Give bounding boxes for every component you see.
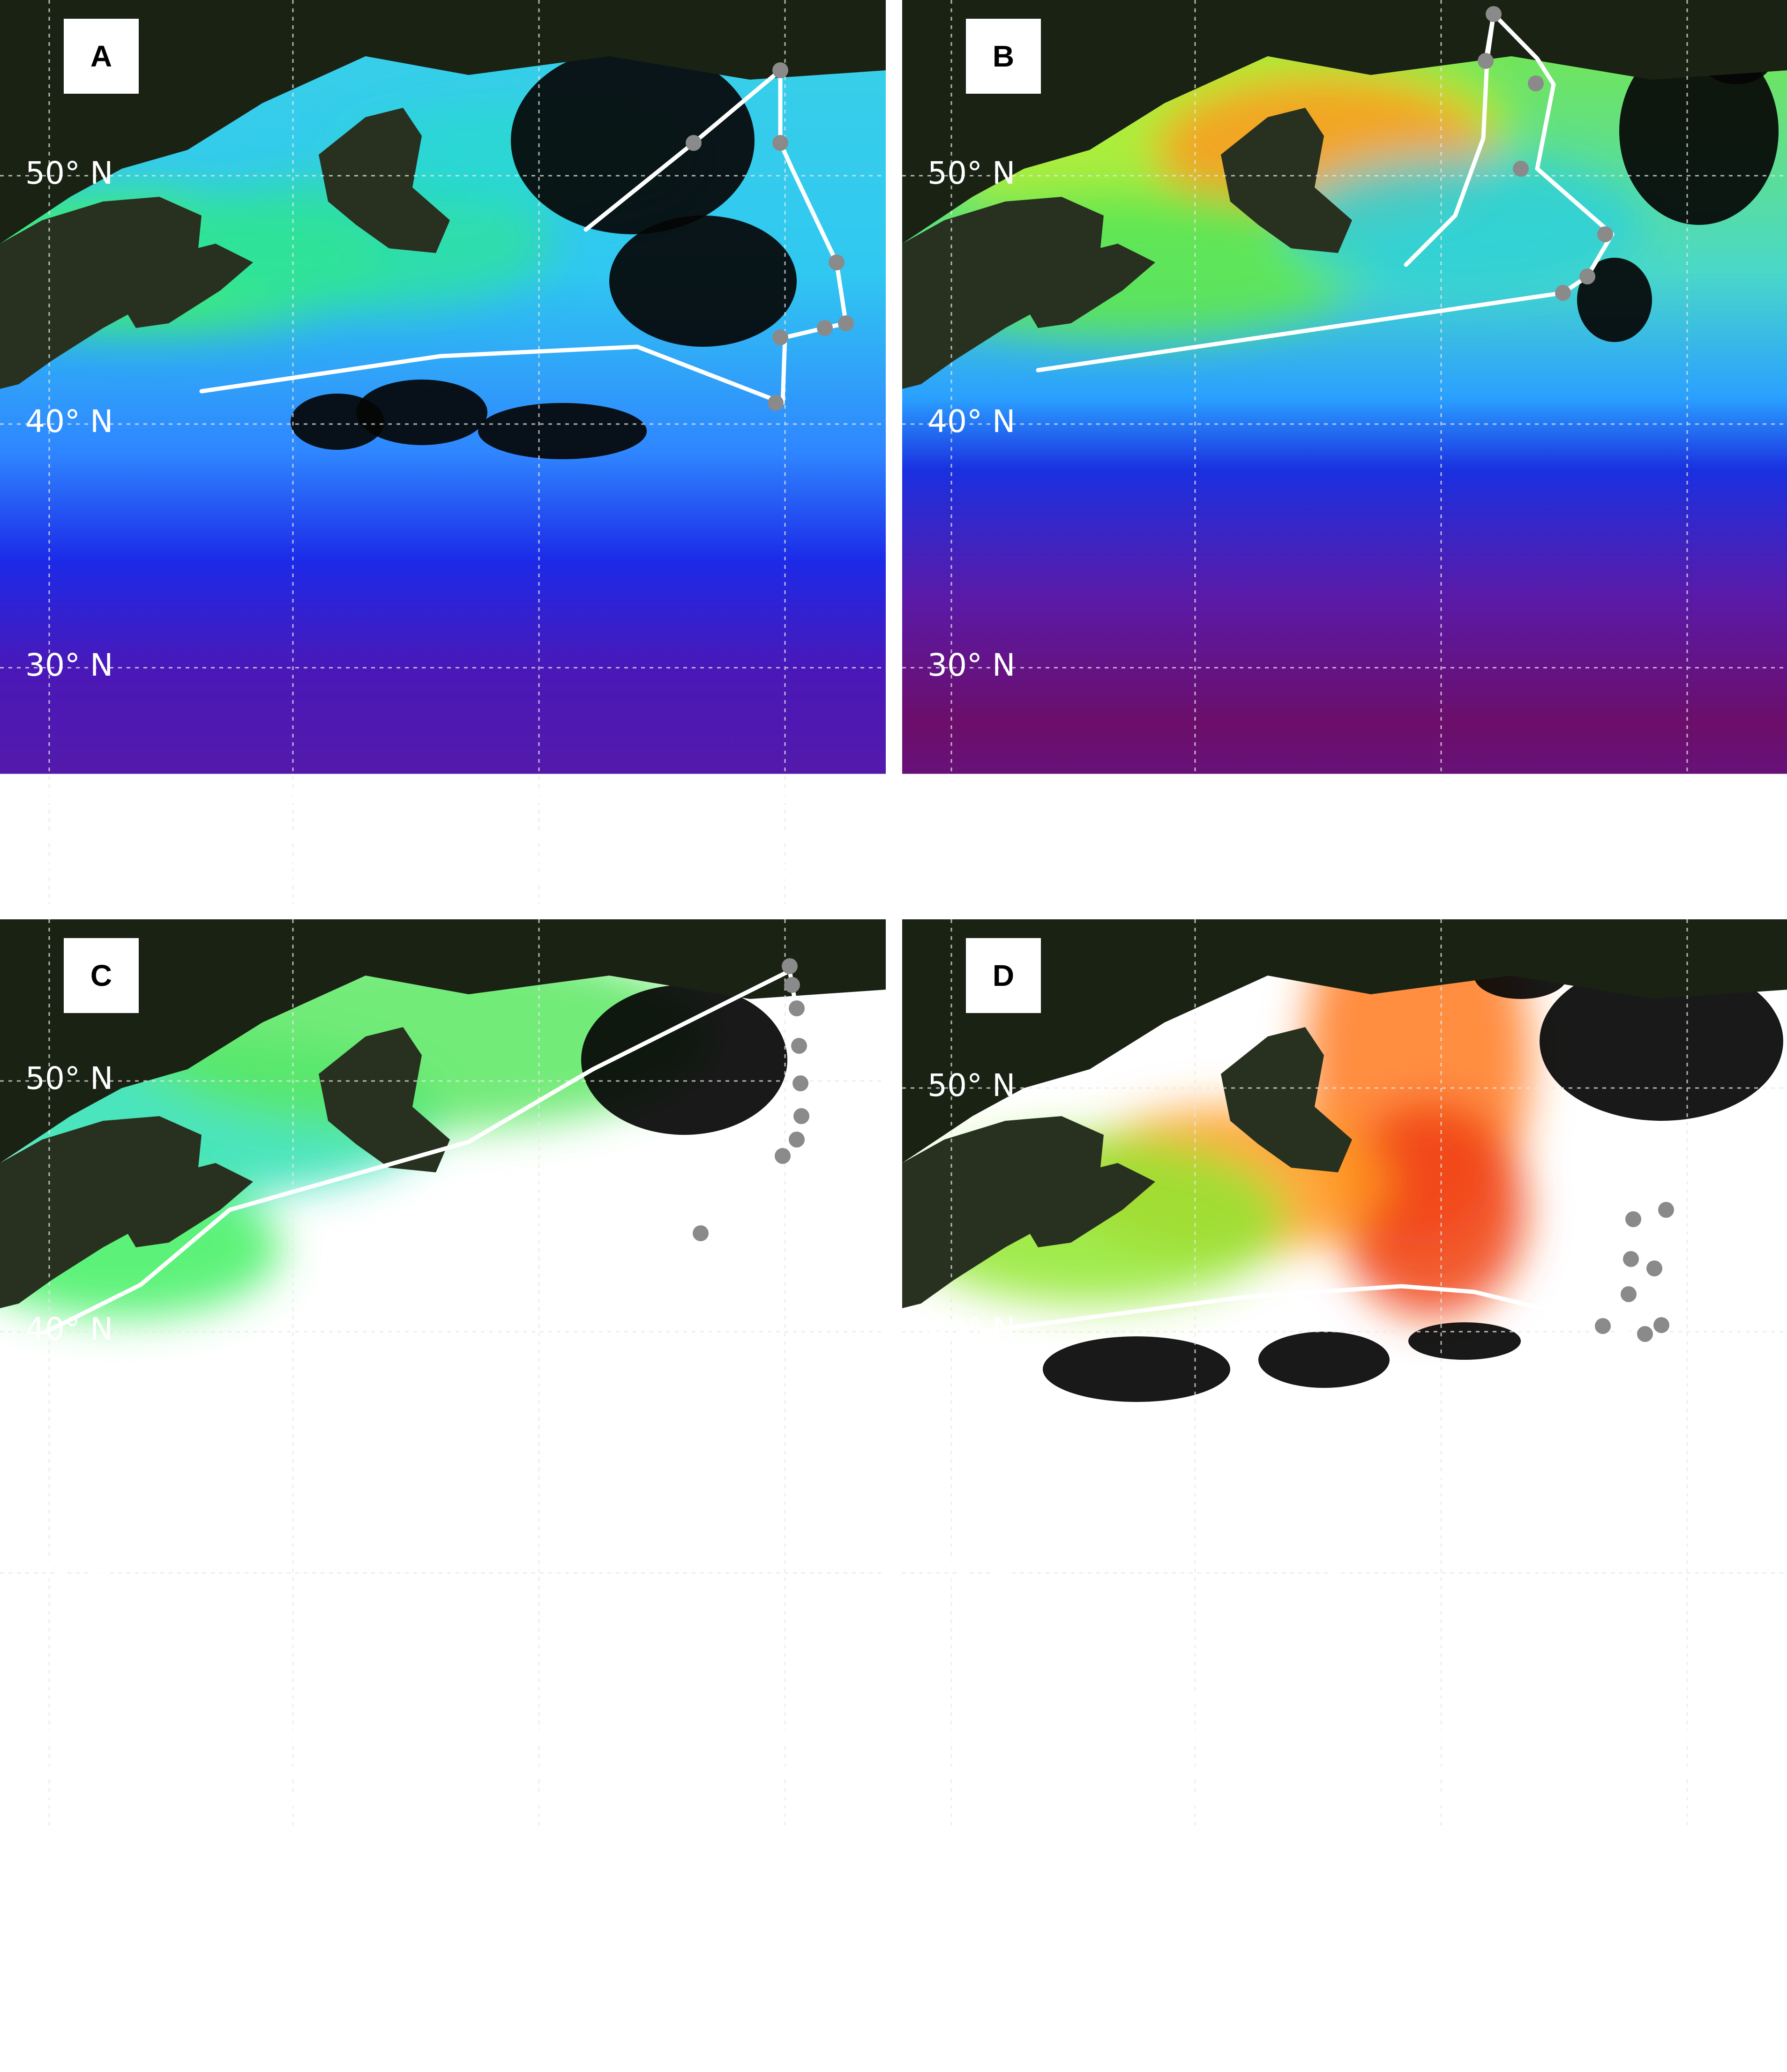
- map-panel-c: C 50° N 40° N 30° N 70° W 60° W 50° W 40° W: [0, 919, 886, 1828]
- sampling-station: [838, 315, 854, 331]
- sampling-station: [793, 1075, 808, 1091]
- latitude-label: 50° N: [927, 158, 1015, 189]
- latitude-label: 30° N: [25, 650, 113, 681]
- sampling-station: [1653, 1317, 1669, 1333]
- sampling-station: [768, 395, 784, 411]
- latitude-label: 40° N: [25, 1314, 113, 1345]
- chlorophyll-map-c: [0, 919, 886, 1828]
- colorbar-tick: [73, 1948, 75, 1959]
- cloud-mask: [1408, 1322, 1521, 1360]
- sampling-station: [1595, 1318, 1611, 1334]
- sampling-station: [829, 254, 845, 270]
- latitude-label: 40° N: [927, 406, 1015, 437]
- longitude-label: 50° W: [1429, 790, 1460, 885]
- cloud-mask: [825, 1107, 881, 1219]
- cloud-mask: [1043, 1336, 1230, 1402]
- colorbar-tick-label: 0.03: [5, 1983, 143, 2045]
- longitude-label: 50° W: [527, 1714, 558, 1809]
- longitude-label: 70° W: [940, 1714, 971, 1809]
- sampling-station: [1513, 161, 1529, 177]
- longitude-label: 40° W: [773, 790, 804, 885]
- sampling-station: [1646, 1260, 1662, 1276]
- cloud-mask: [511, 47, 755, 234]
- sampling-station: [1658, 1202, 1674, 1218]
- longitude-label: 60° W: [1183, 1714, 1214, 1809]
- latitude-label: 50° N: [927, 1070, 1015, 1101]
- sampling-station: [686, 135, 702, 151]
- latitude-label: 30° N: [927, 650, 1015, 681]
- cloud-mask: [291, 394, 384, 450]
- sampling-station: [1478, 53, 1494, 69]
- sampling-station: [791, 1038, 807, 1054]
- colorbar-tick-label: 0.21: [418, 1983, 555, 2045]
- colorbar-tick: [1311, 1948, 1313, 1959]
- longitude-label: 70° W: [37, 790, 68, 885]
- latitude-label: 40° N: [25, 406, 113, 437]
- sampling-station: [817, 320, 833, 336]
- latitude-label: 30° N: [927, 1555, 1015, 1586]
- panel-label-c: C: [64, 938, 139, 1013]
- panel-label-d: D: [966, 938, 1041, 1013]
- panel-label-b: B: [966, 19, 1041, 94]
- panel-label-a: A: [64, 19, 139, 94]
- latitude-label: 40° N: [927, 1314, 1015, 1345]
- longitude-label: 40° W: [773, 1714, 804, 1809]
- sampling-station: [1579, 268, 1595, 284]
- sampling-station: [693, 1225, 709, 1241]
- longitude-label: 70° W: [940, 790, 971, 885]
- longitude-label: 40° W: [1675, 790, 1706, 885]
- sampling-station: [1621, 1286, 1637, 1302]
- latitude-label: 30° N: [25, 1555, 113, 1586]
- longitude-label: 50° W: [527, 790, 558, 885]
- colorbar-tick-label: 1.41: [831, 1983, 969, 2045]
- longitude-label: 60° W: [1183, 790, 1214, 885]
- cloud-mask: [609, 216, 797, 347]
- sampling-station: [772, 62, 788, 78]
- sampling-station: [793, 1108, 809, 1124]
- colorbar-tick-label: 66: [1685, 1983, 1764, 2045]
- map-panel-d: D 50° N 40° N 30° N 70° W 60° W 50° W 40° W: [902, 919, 1787, 1828]
- sampling-station: [1637, 1326, 1653, 1342]
- chlorophyll-colorbar: [74, 1856, 1725, 1950]
- sampling-station: [1528, 75, 1544, 91]
- longitude-label: 50° W: [1429, 1714, 1460, 1809]
- chlorophyll-map-a: [0, 0, 886, 904]
- map-panel-b: B 50° N 40° N 30° N 70° W 60° W 50° W 40° W: [902, 0, 1787, 904]
- sampling-station: [1625, 1211, 1641, 1227]
- longitude-label: 70° W: [37, 1714, 68, 1809]
- cloud-mask: [1258, 1332, 1390, 1388]
- sampling-station: [775, 1148, 791, 1164]
- sampling-station: [772, 135, 788, 151]
- cloud-mask: [478, 403, 647, 459]
- chlorophyll-map-b: [902, 0, 1787, 904]
- colorbar-tick-label: 9.64: [1243, 1983, 1381, 2045]
- colorbar-tick: [899, 1948, 901, 1959]
- longitude-label: 40° W: [1675, 1714, 1706, 1809]
- sampling-station: [782, 958, 798, 974]
- latitude-label: 50° N: [25, 1063, 113, 1094]
- longitude-label: 60° W: [281, 1714, 312, 1809]
- colorbar-tick: [1724, 1948, 1726, 1959]
- sampling-station: [772, 329, 788, 345]
- sampling-station: [1597, 226, 1613, 242]
- map-panel-a: A 50° N 40° N 30° N 70° W 60° W 50° W 40° W: [0, 0, 886, 904]
- chlorophyll-map-d: [902, 919, 1787, 1828]
- sampling-station: [1623, 1251, 1639, 1267]
- sampling-station: [789, 1000, 805, 1016]
- sampling-station: [1555, 285, 1571, 301]
- sampling-station: [784, 977, 800, 993]
- longitude-label: 60° W: [281, 790, 312, 885]
- sampling-station: [1486, 6, 1502, 22]
- latitude-label: 50° N: [25, 158, 113, 189]
- colorbar-tick: [486, 1948, 487, 1959]
- sampling-station: [789, 1132, 805, 1148]
